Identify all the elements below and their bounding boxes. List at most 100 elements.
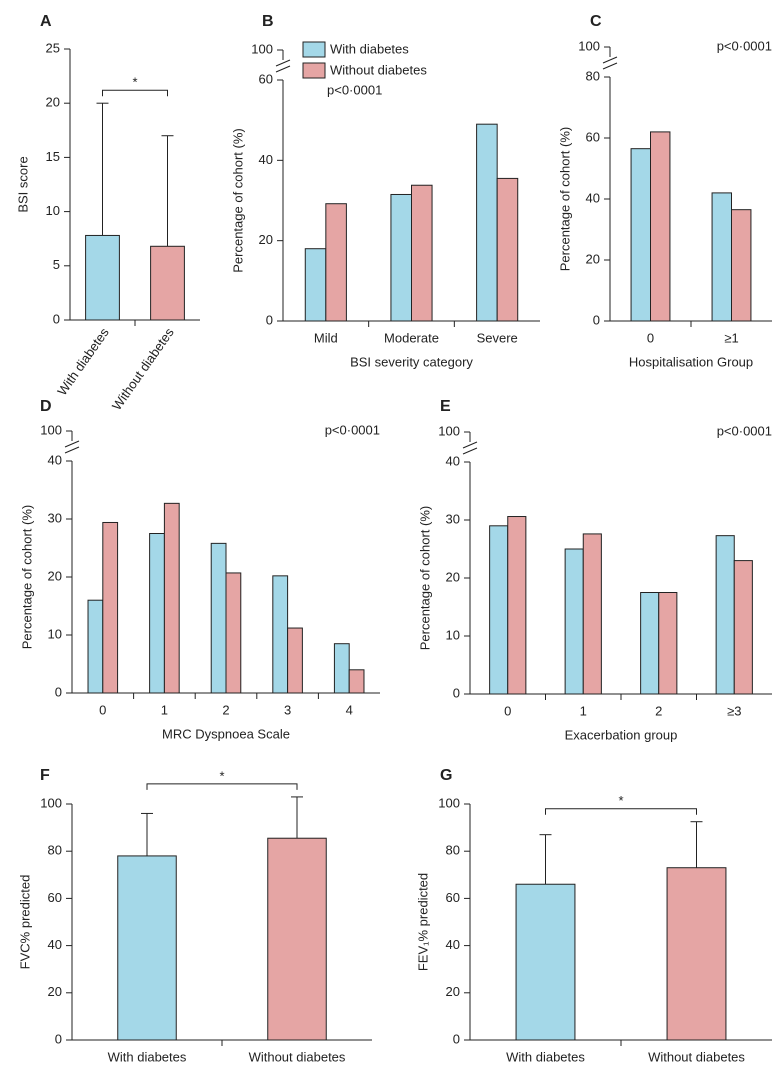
y-tick-label: 100 [40,795,62,810]
x-tick-label: ≥1 [724,330,738,345]
x-tick-label: 0 [647,330,654,345]
y-tick-label: 10 [446,627,460,642]
annotation: p<0·0001 [327,82,382,97]
y-axis-label: Percentage of cohort (%) [417,506,432,651]
significance-marker: * [618,793,623,808]
x-axis-label: MRC Dyspnoea Scale [162,726,290,741]
significance-bracket [102,89,168,97]
y-tick-label: 10 [48,626,62,641]
y-tick-label: 5 [53,257,60,272]
bar [515,883,576,1041]
panel-label: A [40,13,52,30]
annotation: p<0·0001 [717,423,772,438]
x-axis-label: BSI severity category [350,354,473,369]
y-tick-label: 40 [446,453,460,468]
y-tick-label: 10 [46,203,60,218]
y-tick-label: 40 [48,452,62,467]
bar [267,837,327,1041]
y-axis-label: Percentage of cohort (%) [230,128,245,273]
x-tick-label: 4 [346,702,353,717]
y-tick-label: 60 [586,129,600,144]
bar [333,643,350,694]
y-tick-label: 20 [446,984,460,999]
y-tick-label: 100 [438,795,460,810]
x-axis-label: Hospitalisation Group [629,354,753,369]
y-tick-label: 0 [453,685,460,700]
x-tick-label: 2 [222,702,229,717]
axis-break [462,447,478,455]
axis-break [64,446,80,454]
x-tick-label: 3 [284,702,291,717]
y-tick-label: 60 [446,890,460,905]
y-tick-label: 100 [578,38,600,53]
y-tick-label: 100 [438,423,460,438]
y-tick-label: 60 [48,890,62,905]
y-tick-label: 20 [259,232,273,247]
bar [658,592,678,695]
y-tick-label: 20 [48,984,62,999]
y-axis-label: Percentage of cohort (%) [19,505,34,650]
y-tick-label: 40 [586,190,600,205]
y-tick-label: 0 [53,311,60,326]
annotation: p<0·0001 [717,38,772,53]
panel-label: E [440,398,451,415]
bar [272,575,289,694]
y-tick-label: 100 [251,41,273,56]
legend-swatch [302,62,326,79]
bar [731,209,752,322]
bar [715,535,735,695]
bar [225,572,242,694]
y-tick-label: 60 [259,71,273,86]
bar [348,669,365,694]
bar [711,192,732,322]
y-tick-label: 20 [586,251,600,266]
bar [564,548,584,695]
y-tick-label: 100 [40,422,62,437]
y-axis-label: BSI score [15,156,30,212]
y-tick-label: 80 [446,843,460,858]
x-tick-label: With diabetes [506,1049,585,1064]
y-tick-label: 40 [48,937,62,952]
x-tick-label: 0 [99,702,106,717]
bar [650,131,671,322]
y-tick-label: 0 [55,1031,62,1046]
x-tick-label: With diabetes [54,325,112,399]
bar [85,234,120,321]
bar [666,867,727,1041]
bar [640,592,660,695]
bar [489,525,509,695]
y-tick-label: 20 [446,569,460,584]
bar [507,516,527,695]
x-tick-label: Severe [477,330,518,345]
y-tick-label: 0 [266,312,273,327]
y-axis-label: FVC% predicted [17,875,32,970]
panel-label: G [440,767,452,784]
axis-break [602,62,618,70]
axis-break [275,65,291,73]
y-tick-label: 80 [586,68,600,83]
panel-label: B [262,13,274,30]
y-tick-label: 80 [48,843,62,858]
bar [102,521,119,694]
bar [411,184,433,322]
x-tick-label: 1 [161,702,168,717]
bar [163,502,180,694]
bar [287,627,303,694]
bar [149,533,165,694]
legend-label: With diabetes [330,41,409,56]
x-tick-label: Mild [314,330,338,345]
significance-bracket [545,808,697,815]
axis-break [64,440,80,448]
y-tick-label: 20 [46,95,60,110]
bar [150,245,185,321]
bar [476,123,498,322]
x-tick-label: 2 [655,703,662,718]
y-tick-label: 30 [48,510,62,525]
bar [496,177,519,322]
y-tick-label: 40 [259,152,273,167]
x-tick-label: ≥3 [727,703,741,718]
y-tick-label: 40 [446,937,460,952]
panel-label: C [590,13,602,30]
x-tick-label: 1 [580,703,587,718]
y-tick-label: 25 [46,40,60,55]
